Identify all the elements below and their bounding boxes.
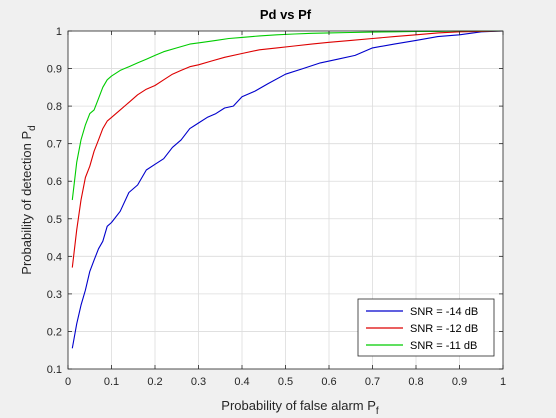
legend-label-snr-12: SNR = -12 dB — [410, 323, 478, 335]
x-tick-label: 0.6 — [321, 376, 336, 388]
y-tick-label: 0.4 — [47, 251, 62, 263]
legend-label-snr-14: SNR = -14 dB — [410, 306, 478, 318]
y-tick-label: 0.8 — [47, 101, 62, 113]
x-tick-label: 0.1 — [104, 376, 119, 388]
y-tick-label: 0.9 — [47, 64, 62, 76]
x-tick-label: 0.8 — [408, 376, 423, 388]
x-axis-label-main: Probability of false alarm P — [221, 398, 376, 413]
y-tick-label: 0.7 — [47, 139, 62, 151]
y-tick-label: 0.3 — [47, 289, 62, 301]
series-layer — [71, 30, 504, 349]
x-tick-label: 0.4 — [234, 376, 249, 388]
legend: SNR = -14 dB SNR = -12 dB SNR = -11 dB — [357, 298, 495, 357]
series-line-1 — [71, 30, 504, 268]
ticks: 0 0.1 0.2 0.3 0.4 0.5 0.6 0.7 0.8 0.9 10.10.20.30.… — [47, 26, 506, 388]
x-tick-label: 0.9 — [452, 376, 467, 388]
x-tick-label: 0.5 — [278, 376, 293, 388]
x-tick-label: 0.7 — [365, 376, 380, 388]
x-tick-label: 1 — [500, 376, 506, 388]
y-tick-label: 1 — [56, 26, 62, 38]
y-tick-label: 0.2 — [47, 326, 62, 338]
y-tick-label: 0.5 — [47, 214, 62, 226]
y-axis-label-main: Probability of detection P — [19, 131, 34, 275]
y-axis-label: Probability of detection Pd — [19, 125, 38, 274]
series-line-0 — [71, 30, 504, 349]
chart-title: Pd vs Pf — [260, 7, 312, 22]
x-axis-label: Probability of false alarm Pf — [221, 398, 379, 417]
y-tick-label: 0.6 — [47, 176, 62, 188]
x-tick-label: 0 — [65, 376, 71, 388]
x-axis-label-subscript: f — [376, 406, 379, 417]
series-line-2 — [71, 30, 503, 201]
y-tick-label: 0.1 — [47, 364, 62, 376]
x-tick-label: 0.2 — [147, 376, 162, 388]
x-tick-label: 0.3 — [191, 376, 206, 388]
legend-label-snr-11: SNR = -11 dB — [410, 340, 477, 352]
y-axis-label-subscript: d — [27, 125, 38, 131]
